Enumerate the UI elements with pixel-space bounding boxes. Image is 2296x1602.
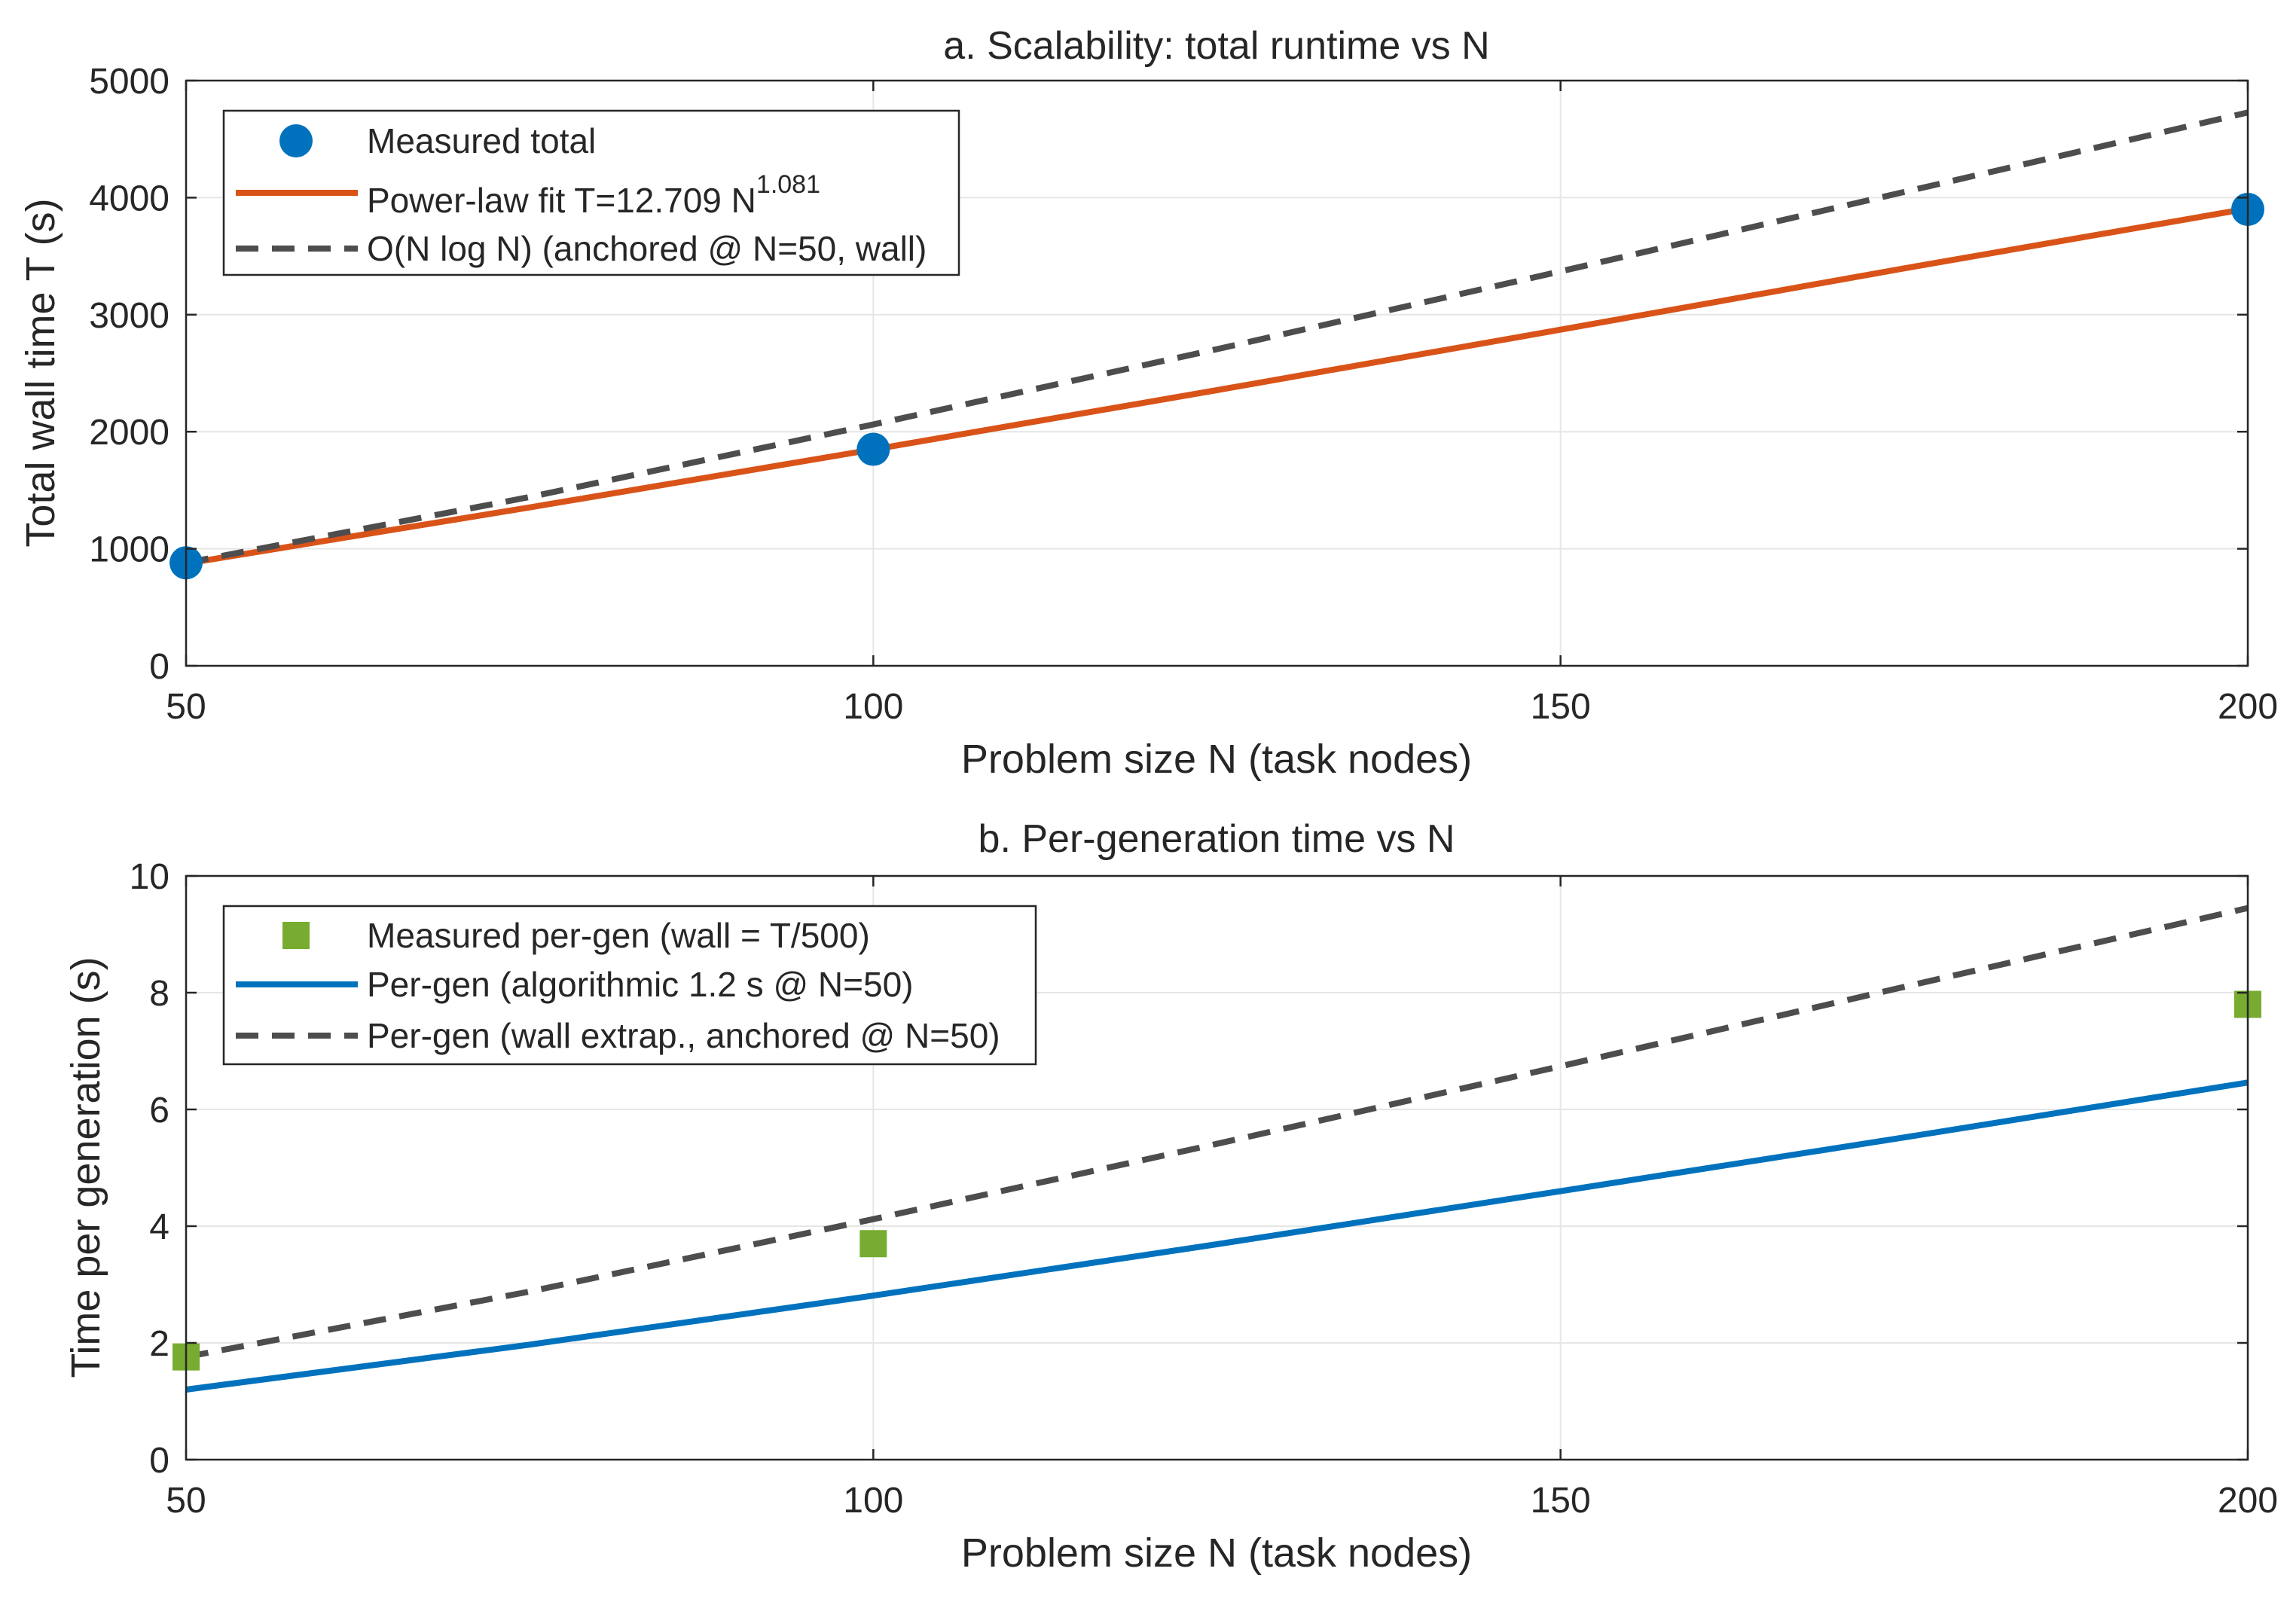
panel-b-xlabel: Problem size N (task nodes) xyxy=(961,1530,1472,1576)
panel-a-ytick-label: 5000 xyxy=(89,62,169,102)
panel-b-legend-box xyxy=(222,905,1037,1066)
panel-b-xtick-label: 150 xyxy=(1531,1481,1591,1521)
legend-label-algorithmic: Per-gen (algorithmic 1.2 s @ N=50) xyxy=(367,965,914,1004)
panel-b-axes-box xyxy=(185,874,2249,1461)
panel-b: 50 100 150 200 0 2 4 6 8 10 b. Per-generation tim… xyxy=(63,817,2278,1576)
panel-b-title: b. Per-generation time vs N xyxy=(979,817,1455,861)
panel-a-series-line-dashed xyxy=(185,109,2249,566)
panel-b-data-point xyxy=(859,1230,887,1258)
panel-a-xtick-label: 50 xyxy=(166,687,206,727)
panel-a-legend: Measured total Power-law fit T=12.709 N1… xyxy=(222,109,960,276)
legend-label-nlogn: O(N log N) (anchored @ N=50, wall) xyxy=(367,229,927,268)
panel-b-ytick-label: 10 xyxy=(130,857,169,897)
panel-a-ytick-label: 0 xyxy=(149,647,169,687)
panel-a-xtick-label: 200 xyxy=(2218,687,2278,727)
panel-b-ytick-label: 0 xyxy=(149,1441,169,1481)
legend-label-power-law-fit-exponent: 1.081 xyxy=(756,170,820,199)
panel-b-legend: Measured per-gen (wall = T/500) Per-gen … xyxy=(222,905,1037,1066)
legend-label-power-law-fit-main: Power-law fit T=12.709 N xyxy=(367,181,756,220)
legend-marker-measured-per-gen xyxy=(282,922,310,949)
panel-a-xlabel: Problem size N (task nodes) xyxy=(961,737,1472,782)
panel-b-ytick-label: 8 xyxy=(149,974,169,1014)
panel-a-ytick-label: 2000 xyxy=(89,413,169,453)
panel-b-series xyxy=(173,905,2261,1393)
legend-label-measured-total: Measured total xyxy=(367,121,596,160)
panel-b-series-line-dashed xyxy=(185,905,2249,1360)
panel-b-xtick-label: 200 xyxy=(2218,1481,2278,1521)
panel-a-xtick-label: 100 xyxy=(843,687,903,727)
panel-a-xtick-label: 150 xyxy=(1531,687,1591,727)
panel-a-series-line-solid xyxy=(185,206,2249,567)
panel-a-ytick-label: 3000 xyxy=(89,296,169,336)
legend-marker-measured-total xyxy=(279,124,313,157)
panel-a-title: a. Scalability: total runtime vs N xyxy=(943,24,1489,68)
panel-b-ytick-label: 4 xyxy=(149,1207,169,1247)
legend-label-measured-per-gen: Measured per-gen (wall = T/500) xyxy=(367,916,870,955)
panel-b-series-line-solid xyxy=(185,1079,2249,1393)
panel-a-ytick-label: 1000 xyxy=(89,530,169,570)
panel-b-ytick-label: 6 xyxy=(149,1091,169,1131)
panel-b-ylabel: Time per generation (s) xyxy=(63,957,108,1378)
panel-b-xtick-label: 100 xyxy=(843,1481,903,1521)
panel-b-xtick-label: 50 xyxy=(166,1481,206,1521)
panel-a-data-point xyxy=(856,432,890,466)
legend-label-power-law-fit: Power-law fit T=12.709 N1.081 xyxy=(367,170,820,220)
panel-a-axes-box xyxy=(185,79,2249,667)
panel-b-ticks: 50 100 150 200 0 2 4 6 8 10 xyxy=(130,857,2278,1521)
panel-a-ylabel: Total wall time T (s) xyxy=(18,198,63,547)
legend-label-wall-extrap: Per-gen (wall extrap., anchored @ N=50) xyxy=(367,1016,1000,1055)
panel-b-ytick-label: 2 xyxy=(149,1324,169,1364)
panel-a-ytick-label: 4000 xyxy=(89,179,169,218)
